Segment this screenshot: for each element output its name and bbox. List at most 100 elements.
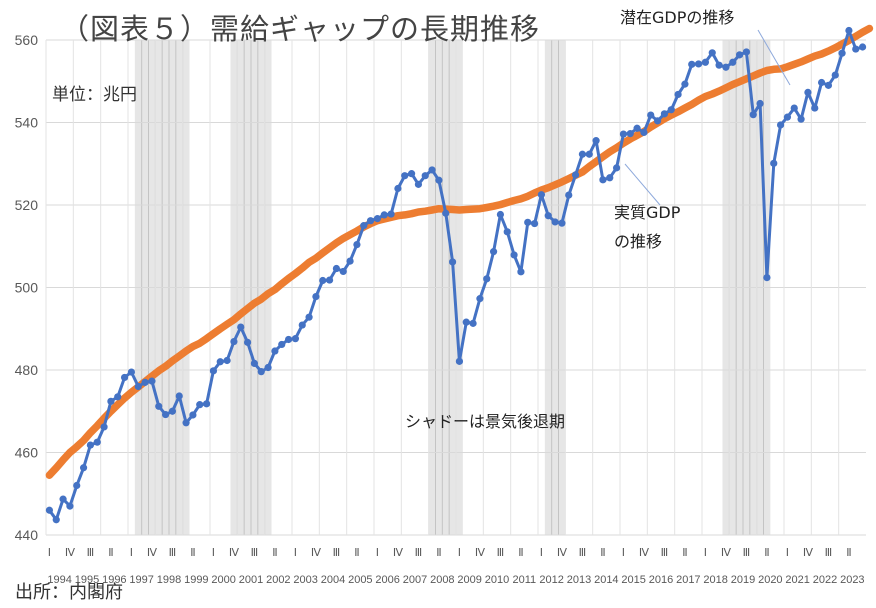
y-tick-label: 440 (15, 527, 39, 543)
real-gdp-point (565, 191, 573, 199)
real-gdp-annotation-line1: 実質GDP (614, 203, 681, 222)
source-note: 出所：内閣府 (15, 582, 123, 603)
y-tick-label: 500 (15, 280, 39, 296)
quarter-tick-label: Ⅲ (743, 546, 751, 559)
real-gdp-point (633, 124, 641, 132)
year-tick-label: 2008 (430, 574, 454, 586)
quarter-tick-label: Ⅲ (169, 546, 177, 559)
potential-gdp-line (45, 24, 874, 479)
quarter-tick-label: Ⅰ (458, 546, 461, 559)
real-gdp-point (653, 117, 662, 125)
real-gdp-point (182, 419, 190, 427)
quarter-tick-label: Ⅲ (661, 546, 669, 559)
quarter-tick-label: Ⅲ (825, 546, 833, 559)
quarter-tick-label: Ⅲ (497, 546, 505, 559)
real-gdp-point (428, 166, 436, 174)
year-tick-label: 2005 (348, 574, 372, 586)
real-gdp-point (59, 495, 67, 503)
real-gdp-point (592, 137, 600, 145)
real-gdp-point (414, 180, 423, 188)
quarter-tick-label: Ⅳ (229, 546, 240, 559)
real-gdp-point (647, 111, 655, 119)
real-gdp-point (462, 318, 470, 326)
real-gdp-point (93, 438, 101, 446)
real-gdp-point (448, 258, 457, 266)
real-gdp-point (298, 321, 306, 329)
real-gdp-point (660, 110, 669, 118)
real-gdp-point (373, 215, 382, 223)
real-gdp-point (394, 184, 402, 193)
real-gdp-point (558, 219, 566, 227)
real-gdp-point (742, 48, 751, 56)
year-tick-label: 2011 (513, 574, 537, 586)
year-tick-label: 1994 (47, 574, 71, 586)
real-gdp-point (155, 402, 163, 410)
real-gdp-point (824, 81, 833, 89)
year-tick-label: 1995 (75, 574, 99, 586)
real-gdp-point (606, 174, 614, 182)
real-gdp-point (79, 464, 88, 472)
quarter-tick-label: Ⅳ (721, 546, 732, 559)
quarter-tick-label: Ⅳ (65, 546, 76, 559)
real-gdp-point (838, 49, 846, 57)
real-gdp-point (223, 356, 231, 365)
real-gdp-point (524, 218, 532, 226)
year-tick-label: 2016 (649, 574, 673, 586)
quarter-tick-label: Ⅳ (475, 546, 486, 559)
real-gdp-point (510, 251, 518, 259)
year-tick-label: 2022 (813, 574, 837, 586)
real-gdp-point (264, 363, 272, 372)
real-gdp-point (797, 115, 805, 123)
real-gdp-point (107, 397, 115, 405)
y-tick-label: 480 (15, 362, 39, 378)
real-gdp-point (770, 159, 778, 167)
year-tick-label: 2000 (211, 574, 235, 586)
quarter-tick-label: Ⅱ (600, 546, 605, 559)
quarter-tick-label: Ⅲ (579, 546, 587, 559)
real-gdp-point (619, 130, 628, 138)
real-gdp-point (366, 217, 375, 225)
real-gdp-point (674, 90, 682, 99)
year-tick-label: 1997 (129, 574, 153, 586)
quarter-tick-label: Ⅰ (48, 546, 51, 559)
y-tick-labels: 440 460 480 500 520 540 560 (15, 32, 39, 543)
quarter-tick-label: Ⅱ (846, 546, 851, 559)
real-gdp-point (790, 104, 798, 112)
real-gdp-point (756, 99, 764, 108)
year-tick-label: 1999 (184, 574, 208, 586)
real-gdp-point (161, 410, 170, 419)
real-gdp-point (134, 382, 142, 391)
year-tick-label: 2004 (321, 574, 345, 586)
real-gdp-point (291, 335, 300, 343)
real-gdp-point (817, 78, 826, 87)
real-gdp-point (831, 71, 839, 79)
real-gdp-point (530, 219, 539, 228)
quarter-tick-label: Ⅳ (639, 546, 650, 559)
real-gdp-point (776, 121, 785, 129)
real-gdp-point (319, 276, 327, 285)
year-tick-label: 2001 (239, 574, 263, 586)
real-gdp-point (202, 400, 211, 408)
quarter-tick-label: Ⅳ (393, 546, 404, 559)
real-gdp-point (120, 373, 129, 382)
real-gdp-point (243, 338, 252, 346)
quarter-tick-label: Ⅱ (190, 546, 195, 559)
real-gdp-point (852, 45, 860, 53)
real-gdp-point (339, 267, 347, 276)
quarter-tick-label: Ⅰ (376, 546, 379, 559)
year-tick-label: 2013 (567, 574, 591, 586)
gridlines (45, 39, 866, 536)
real-gdp-point (783, 113, 792, 121)
real-gdp-point (585, 150, 593, 158)
real-gdp-point (483, 275, 491, 283)
real-gdp-point (196, 401, 204, 409)
y-tick-label: 520 (15, 197, 39, 213)
real-gdp-point (763, 274, 771, 282)
quarter-tick-label: Ⅰ (130, 546, 133, 559)
real-gdp-point (476, 295, 484, 303)
year-tick-label: 2019 (731, 574, 755, 586)
real-gdp-point (571, 171, 580, 179)
quarter-tick-label: Ⅲ (87, 546, 95, 559)
real-gdp-annotation-line2: の推移 (614, 232, 663, 251)
